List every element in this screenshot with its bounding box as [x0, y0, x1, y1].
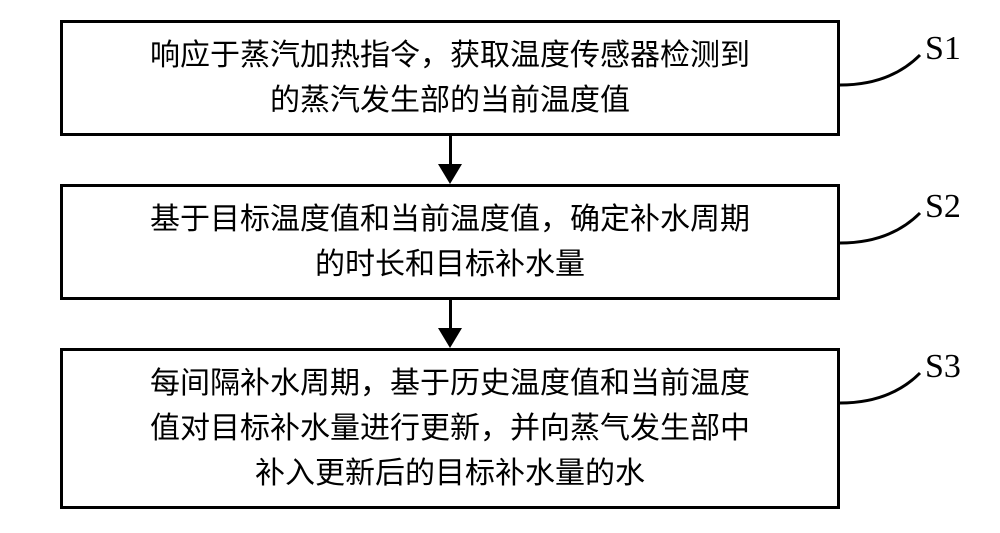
connector-s1: [840, 50, 930, 90]
step-box-s2: 基于目标温度值和当前温度值，确定补水周期 的时长和目标补水量: [60, 184, 840, 300]
step-s3-line3: 补入更新后的目标补水量的水: [83, 451, 817, 496]
connector-s2: [840, 208, 930, 248]
step-label-s2: S2: [925, 188, 961, 226]
flowchart-container: 响应于蒸汽加热指令，获取温度传感器检测到 的蒸汽发生部的当前温度值 S1 基于目…: [40, 20, 960, 509]
step-s3-line1: 每间隔补水周期，基于历史温度值和当前温度: [83, 361, 817, 406]
step-label-s1: S1: [925, 30, 961, 68]
step-s2-line1: 基于目标温度值和当前温度值，确定补水周期: [83, 197, 817, 242]
step-s3-line2: 值对目标补水量进行更新，并向蒸气发生部中: [83, 406, 817, 451]
step-label-s3: S3: [925, 348, 961, 386]
step-box-s3: 每间隔补水周期，基于历史温度值和当前温度 值对目标补水量进行更新，并向蒸气发生部…: [60, 348, 840, 509]
step-s1-line1: 响应于蒸汽加热指令，获取温度传感器检测到: [83, 33, 817, 78]
arrow-s1-s2: [60, 136, 840, 184]
arrow-s2-s3: [60, 300, 840, 348]
connector-s3: [840, 368, 930, 408]
step-box-s1: 响应于蒸汽加热指令，获取温度传感器检测到 的蒸汽发生部的当前温度值: [60, 20, 840, 136]
step-s1-line2: 的蒸汽发生部的当前温度值: [83, 78, 817, 123]
step-s2-line2: 的时长和目标补水量: [83, 242, 817, 287]
